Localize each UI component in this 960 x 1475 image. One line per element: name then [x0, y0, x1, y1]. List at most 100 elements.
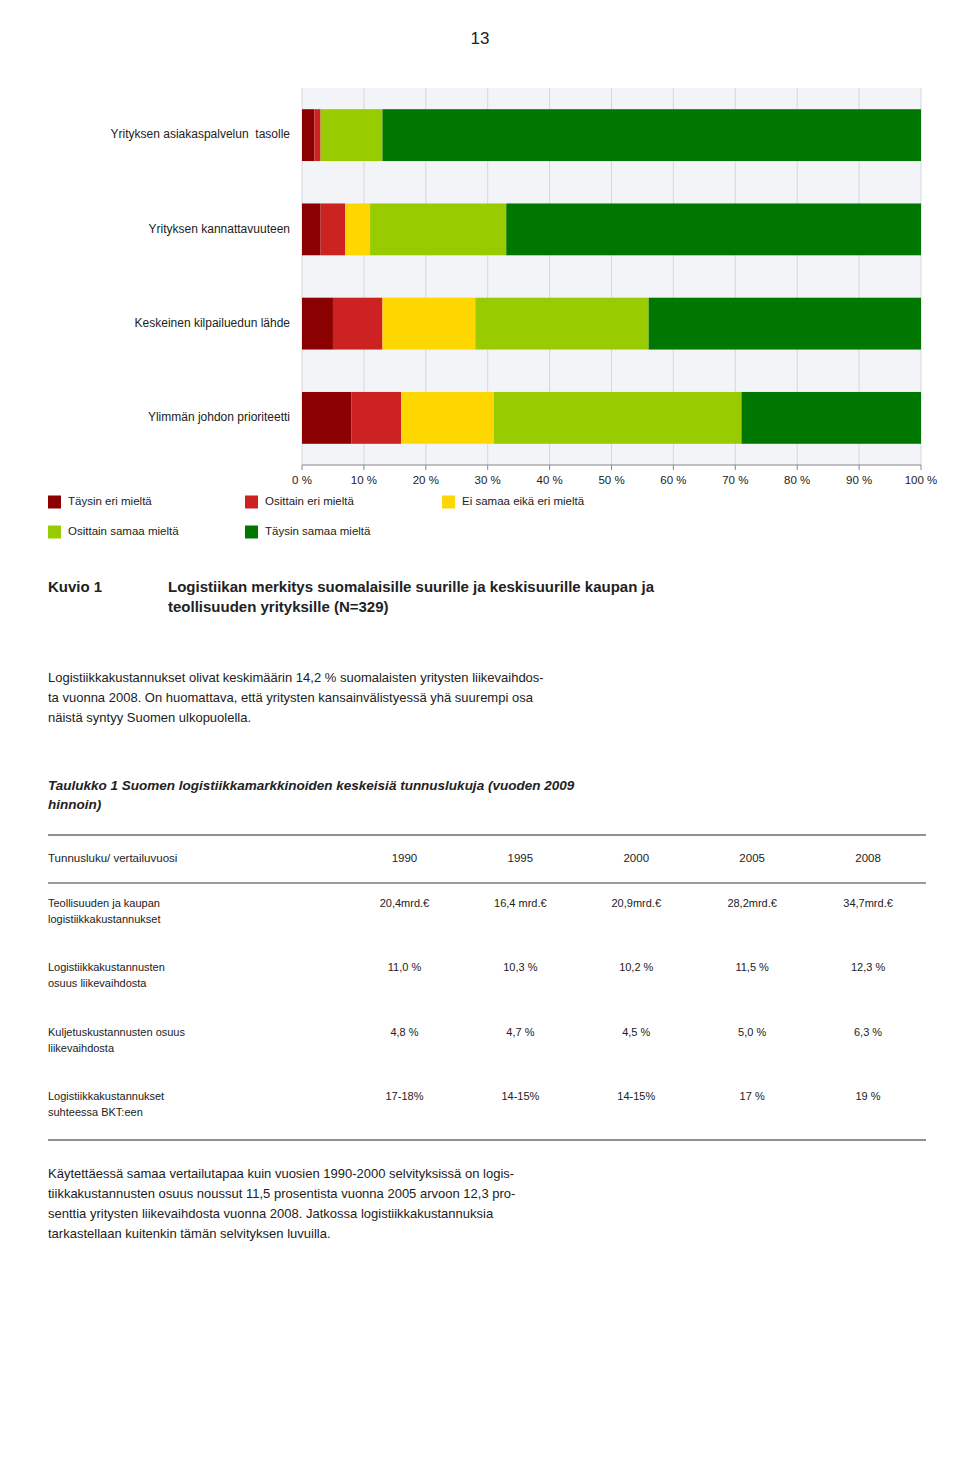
- table-cell-line: Logistiikkakustannukset: [48, 1090, 164, 1102]
- plot-background: [302, 88, 921, 465]
- legend-swatch: [245, 526, 258, 539]
- table-cell-line: 14-15%: [617, 1090, 655, 1102]
- bar-segment: [506, 203, 921, 255]
- tick-label: 100 %: [905, 474, 938, 486]
- tick-label: 20 %: [413, 474, 439, 486]
- bar-segment: [321, 109, 383, 161]
- table-header: 2005: [739, 852, 765, 864]
- table-cell-line: osuus liikevaihdosta: [48, 977, 147, 989]
- legend-label: Täysin eri mieltä: [68, 495, 152, 507]
- table-header: 1995: [508, 852, 534, 864]
- table-cell: 4,5 %: [622, 1026, 650, 1038]
- legend-swatch: [442, 496, 455, 509]
- tick-mark: [363, 465, 364, 470]
- tick-label: 90 %: [846, 474, 872, 486]
- table-cell: 28,2mrd.€: [727, 897, 777, 909]
- tick-mark: [487, 465, 488, 470]
- table-cell-line: 5,0 %: [738, 1026, 766, 1038]
- table-cell: 10,2 %: [619, 961, 653, 973]
- legend-label: Täysin samaa mieltä: [265, 525, 371, 537]
- category-label: Yrityksen asiakaspalvelun tasolle: [111, 127, 291, 141]
- table-cell-line: suhteessa BKT:een: [48, 1106, 143, 1118]
- table-cell: Teollisuuden ja kaupanlogistiikkakustann…: [48, 897, 161, 925]
- bar-segment: [741, 392, 921, 444]
- tick-mark: [549, 465, 550, 470]
- table-rule: [48, 1139, 926, 1140]
- table-header: 2000: [623, 852, 649, 864]
- table-cell: 11,0 %: [388, 961, 422, 973]
- tick-mark: [921, 465, 922, 470]
- table-cell: 14-15%: [617, 1090, 655, 1102]
- table-cell-line: 10,3 %: [503, 961, 537, 973]
- chart-title: Logistiikan merkitys suomalaisille suuri…: [168, 578, 655, 615]
- footer-text-line: tarkastellaan kuitenkin tämän selvitykse…: [48, 1226, 331, 1241]
- table-rule: [48, 834, 926, 835]
- legend-label: Osittain samaa mieltä: [68, 525, 179, 537]
- tick-mark: [797, 465, 798, 470]
- legend-swatch: [48, 526, 61, 539]
- legend-item: Osittain eri mieltä: [245, 495, 354, 508]
- bar-segment: [382, 109, 921, 161]
- tick-mark: [611, 465, 612, 470]
- tick-label: 40 %: [536, 474, 562, 486]
- table-cell: 4,7 %: [506, 1026, 534, 1038]
- table-title: Taulukko 1 Suomen logistiikkamarkkinoide…: [48, 778, 575, 812]
- tick-mark: [673, 465, 674, 470]
- table-cell-line: 12,3 %: [851, 961, 885, 973]
- bar-segment: [401, 392, 494, 444]
- tick-label: 10 %: [351, 474, 377, 486]
- table: Tunnusluku/ vertailuvuosi199019952000200…: [48, 835, 926, 1140]
- body-text-line: Logistiikkakustannukset olivat keskimäär…: [48, 670, 544, 685]
- tick-label: 0 %: [292, 474, 312, 486]
- table-cell-line: 28,2mrd.€: [727, 897, 777, 909]
- table-cell-line: logistiikkakustannukset: [48, 913, 161, 925]
- table-cell-line: 10,2 %: [619, 961, 653, 973]
- figure-label: Kuvio 1: [48, 578, 102, 595]
- bar-segment: [302, 392, 352, 444]
- table-cell-line: 17 %: [740, 1090, 765, 1102]
- table-cell-line: 6,3 %: [854, 1026, 882, 1038]
- page-svg: 130 %10 %20 %30 %40 %50 %60 %70 %80 %90 …: [0, 0, 960, 1475]
- table-cell-line: 17-18%: [386, 1090, 424, 1102]
- table-header: 2008: [855, 852, 881, 864]
- bar-segment: [345, 203, 370, 255]
- table-cell-line: 19 %: [856, 1090, 881, 1102]
- table-cell-line: 20,4mrd.€: [380, 897, 430, 909]
- table-cell: 11,5 %: [735, 961, 769, 973]
- bar-segment: [302, 109, 314, 161]
- tick-label: 80 %: [784, 474, 810, 486]
- footer-text-line: senttia yritysten liikevaihdosta vuonna …: [48, 1206, 494, 1221]
- table-cell: 34,7mrd.€: [843, 897, 893, 909]
- tick-mark: [425, 465, 426, 470]
- chart-title-line: teollisuuden yrityksille (N=329): [168, 598, 389, 615]
- bar-segment: [352, 392, 402, 444]
- tick-label: 50 %: [598, 474, 624, 486]
- bars: [302, 109, 921, 444]
- legend-label: Ei samaa eikä eri mieltä: [462, 495, 585, 507]
- table-cell-line: Logistiikkakustannusten: [48, 961, 165, 973]
- bar-segment: [382, 298, 475, 350]
- table-cell: Logistiikkakustannukset suhteessa BKT:een: [48, 1090, 164, 1118]
- tick-mark: [859, 465, 860, 470]
- table-header: 1990: [392, 852, 418, 864]
- x-axis: 0 %10 %20 %30 %40 %50 %60 %70 %80 %90 %1…: [292, 465, 937, 486]
- tick-label: 60 %: [660, 474, 686, 486]
- bar-segment: [302, 203, 321, 255]
- table-cell-line: 20,9mrd.€: [611, 897, 661, 909]
- table-cell-line: 4,5 %: [622, 1026, 650, 1038]
- table-cell: 14-15%: [501, 1090, 539, 1102]
- legend-item: Täysin samaa mieltä: [245, 525, 371, 538]
- legend-swatch: [245, 496, 258, 509]
- chart: 0 %10 %20 %30 %40 %50 %60 %70 %80 %90 %1…: [111, 88, 938, 486]
- table-cell-line: 11,0 %: [388, 961, 422, 973]
- page-number: 13: [471, 29, 490, 48]
- category-label: Keskeinen kilpailuedun lähde: [135, 316, 291, 330]
- legend: Täysin eri mieltä Osittain eri mieltä Ei s…: [48, 495, 585, 538]
- table-cell: 17-18%: [386, 1090, 424, 1102]
- tick-label: 30 %: [475, 474, 501, 486]
- table-cell: 4,8 %: [390, 1026, 418, 1038]
- table-cell: Kuljetuskustannusten osuusliikevaihdosta: [48, 1026, 185, 1054]
- bar-segment: [370, 203, 506, 255]
- category-labels: Yrityksen asiakaspalvelun tasolleYrityks…: [111, 127, 291, 424]
- table-cell: 19 %: [856, 1090, 881, 1102]
